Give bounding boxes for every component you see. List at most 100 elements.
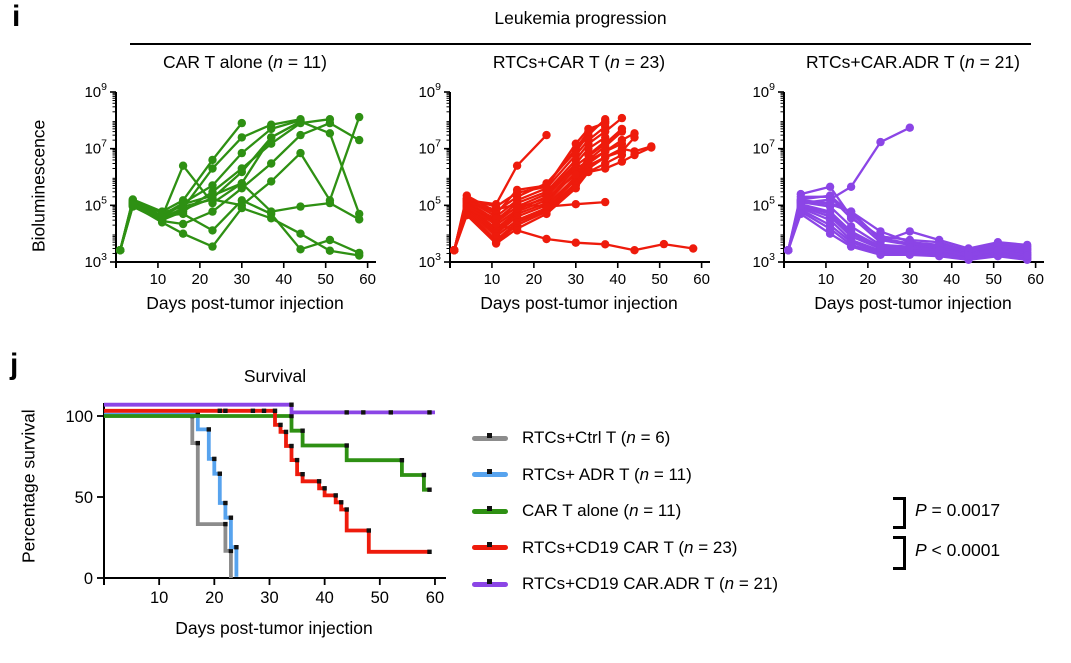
data-point bbox=[237, 196, 246, 205]
legend-label: RTCs+ ADR T (n = 11) bbox=[522, 464, 692, 484]
data-point bbox=[208, 226, 217, 235]
x-tick-label: 40 bbox=[609, 271, 626, 288]
data-point bbox=[617, 150, 627, 160]
y-tick-label: 107 bbox=[84, 138, 107, 158]
censor-mark bbox=[217, 408, 222, 413]
data-point bbox=[296, 130, 305, 140]
data-point bbox=[512, 161, 522, 170]
x-tick-label: 20 bbox=[860, 271, 877, 288]
data-point bbox=[208, 181, 217, 190]
x-tick-label: 60 bbox=[359, 271, 376, 288]
step-mark bbox=[289, 443, 294, 449]
data-point bbox=[647, 143, 656, 152]
data-point bbox=[512, 188, 522, 197]
x-tick-label: 50 bbox=[371, 589, 389, 607]
data-point bbox=[905, 250, 914, 259]
data-point bbox=[208, 242, 217, 251]
panel-j-label: j bbox=[10, 348, 19, 381]
step-mark bbox=[289, 402, 294, 407]
mouse-trace bbox=[119, 204, 360, 257]
data-point bbox=[542, 182, 551, 191]
data-point bbox=[825, 182, 835, 191]
legend-item-rtcs-ctrl-t: RTCs+Ctrl T (n = 6) bbox=[472, 420, 778, 457]
data-point bbox=[846, 182, 856, 191]
data-point bbox=[571, 200, 580, 209]
data-point bbox=[542, 234, 551, 244]
chart-title-rtcs-car-adr-t: RTCs+CAR.ADR T (n = 21) bbox=[806, 52, 1020, 72]
censor-tick-icon bbox=[487, 542, 492, 548]
y-tick-label: 105 bbox=[752, 194, 775, 214]
y-tick-label: 50 bbox=[75, 489, 93, 507]
y-tick-label: 109 bbox=[418, 81, 441, 101]
data-point bbox=[571, 170, 580, 179]
data-point bbox=[825, 191, 835, 200]
data-point bbox=[157, 213, 167, 222]
data-point bbox=[571, 238, 580, 247]
x-tick-label: 30 bbox=[233, 271, 250, 288]
censor-tick-icon bbox=[487, 432, 492, 438]
data-point bbox=[542, 209, 551, 219]
data-point bbox=[584, 144, 593, 153]
data-point bbox=[450, 246, 459, 255]
data-point bbox=[237, 118, 246, 128]
x-tick-label: 50 bbox=[651, 271, 668, 288]
censor-tick-icon bbox=[487, 578, 492, 584]
data-point bbox=[542, 202, 551, 211]
step-mark bbox=[339, 500, 344, 505]
data-point bbox=[325, 118, 335, 128]
data-point bbox=[825, 229, 835, 238]
data-point bbox=[584, 124, 593, 134]
data-point bbox=[964, 251, 973, 260]
data-point bbox=[935, 252, 944, 261]
data-point bbox=[876, 250, 885, 259]
censor-mark bbox=[344, 410, 349, 415]
x-tick-label: 10 bbox=[150, 271, 167, 288]
censor-mark bbox=[223, 408, 228, 413]
x-tick-label: 10 bbox=[484, 271, 501, 288]
data-point bbox=[491, 239, 501, 248]
data-point bbox=[267, 124, 276, 134]
y-tick-label: 107 bbox=[418, 138, 441, 158]
y-tick-label: 105 bbox=[418, 194, 441, 214]
x-tick-label: 50 bbox=[317, 271, 334, 288]
y-tick-label: 103 bbox=[418, 251, 441, 271]
data-point bbox=[796, 201, 805, 210]
step-mark bbox=[294, 457, 300, 463]
step-mark bbox=[399, 458, 405, 463]
step-mark bbox=[300, 472, 305, 477]
data-point bbox=[296, 202, 305, 211]
step-mark bbox=[223, 521, 228, 527]
data-point bbox=[208, 191, 217, 200]
mouse-trace bbox=[453, 206, 694, 252]
data-point bbox=[267, 133, 276, 142]
plot-area: 10 20 30 40 50 60 103 105 107 109 bbox=[84, 81, 376, 288]
x-tick-label: 30 bbox=[260, 589, 278, 607]
legend-key-line bbox=[472, 505, 508, 514]
step-mark bbox=[344, 507, 349, 512]
data-point bbox=[601, 164, 610, 173]
censor-mark bbox=[427, 549, 432, 554]
p-value-2: P < 0.0001 bbox=[915, 540, 1001, 560]
data-point bbox=[630, 133, 639, 142]
data-point bbox=[355, 135, 364, 145]
data-point bbox=[325, 246, 335, 255]
mouse-trace bbox=[119, 182, 360, 251]
step-mark bbox=[366, 528, 371, 533]
data-point bbox=[905, 243, 914, 252]
data-point bbox=[512, 226, 522, 235]
data-point bbox=[491, 202, 501, 211]
data-point bbox=[267, 207, 276, 216]
data-point bbox=[178, 219, 188, 229]
data-point bbox=[208, 164, 217, 173]
mouse-trace bbox=[119, 199, 360, 254]
chart-rtcs-car-adr-t: RTCs+CAR.ADR T (n = 21) 10 20 30 40 50 60 103 1… bbox=[732, 52, 1054, 314]
data-point bbox=[905, 123, 914, 132]
data-point bbox=[355, 112, 364, 122]
y-tick-label: 105 bbox=[84, 194, 107, 214]
plot-area: 10 20 30 40 50 60 103 105 107 109 bbox=[418, 81, 710, 288]
plot-area: Survival 10 20 30 40 50 60 0 50 100 bbox=[65, 366, 446, 607]
censor-mark bbox=[388, 410, 393, 415]
p-value-bracket-2 bbox=[893, 536, 906, 570]
step-mark bbox=[421, 472, 427, 478]
legend-item-car-t-alone: CAR T alone (n = 11) bbox=[472, 493, 778, 530]
